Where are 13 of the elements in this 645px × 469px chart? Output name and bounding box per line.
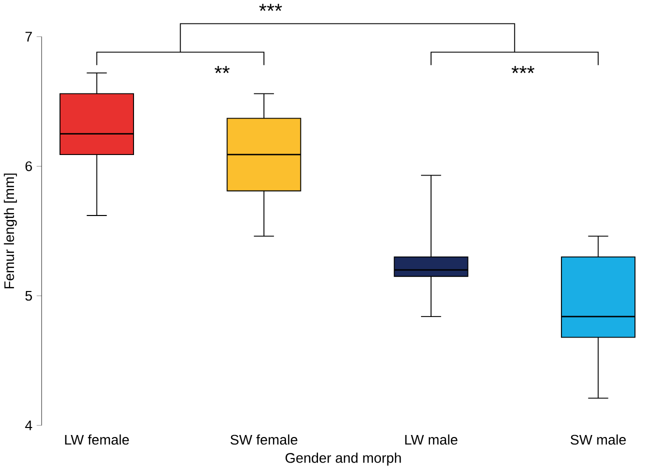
x-tick-label: LW female [65, 434, 129, 444]
text: *** [259, 4, 282, 11]
annotation: *** [512, 66, 534, 73]
y-tick-label: 7 [26, 32, 32, 42]
y-axis-title: Femur length [mm] [4, 173, 17, 288]
annotation: ** [214, 66, 230, 73]
y-tick-label: 6 [26, 161, 32, 171]
x-tick-label: LW male [405, 434, 458, 444]
y-tick-label: 5 [25, 290, 32, 300]
x-axis-title: Gender and morph [286, 452, 401, 466]
y-tick-label: 4 [25, 420, 32, 430]
x-tick-label: SW male [570, 434, 626, 444]
x-tick-label: SW female [230, 434, 298, 444]
